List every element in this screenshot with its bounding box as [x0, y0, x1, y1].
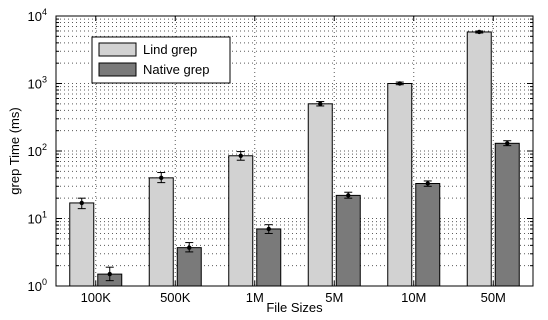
y-tick-label: 100 [28, 277, 47, 294]
axis-ticks [56, 16, 533, 287]
data-point [159, 175, 164, 181]
data-point [397, 81, 402, 86]
x-tick-label: 10M [401, 290, 426, 305]
y-axis-label: grep Time (ms) [7, 107, 22, 194]
data-point [187, 245, 192, 250]
bar-lind-100k [69, 202, 95, 287]
y-tick-label: 104 [28, 7, 47, 24]
data-point [266, 226, 271, 232]
data-point [346, 193, 351, 198]
legend-label-native-grep: Native grep [143, 62, 209, 77]
data-point [477, 29, 482, 35]
data-point [107, 271, 112, 277]
y-tick-label: 101 [28, 210, 47, 227]
data-point [79, 200, 84, 206]
bar-lind-50m [466, 31, 492, 287]
legend-label-lind-grep: Lind grep [143, 42, 197, 57]
bar-native-50m [494, 142, 520, 287]
data-point [505, 141, 510, 146]
x-axis-label: File Sizes [266, 300, 323, 315]
data-point [318, 101, 323, 107]
x-tick-label: 1M [246, 290, 264, 305]
bar-lind-500k [148, 177, 174, 287]
bar-lind-10m [387, 83, 413, 287]
legend-swatch-native-grep [98, 62, 137, 77]
data-point [238, 153, 243, 158]
x-tick-label: 100K [81, 290, 112, 305]
bar-native-1m [256, 228, 282, 287]
error-bars [77, 29, 512, 282]
bars [69, 31, 520, 287]
bar-lind-1m [228, 155, 254, 287]
bar-native-5m [335, 194, 361, 287]
bar-native-500k [176, 247, 202, 287]
y-tick-label: 102 [28, 142, 47, 159]
legend: Lind grep Native grep [91, 36, 231, 84]
bar-native-10m [415, 183, 441, 287]
x-tick-labels: 100K 500K 1M 5M 10M 50M [81, 290, 506, 305]
x-tick-label: 500K [160, 290, 191, 305]
y-tick-label: 103 [28, 75, 47, 92]
x-tick-label: 5M [325, 290, 343, 305]
y-tick-labels: 100 101 102 103 104 [28, 7, 47, 294]
legend-swatch-lind-grep [98, 42, 137, 57]
bar-lind-5m [307, 103, 333, 287]
data-point [425, 181, 430, 186]
x-tick-label: 50M [481, 290, 506, 305]
